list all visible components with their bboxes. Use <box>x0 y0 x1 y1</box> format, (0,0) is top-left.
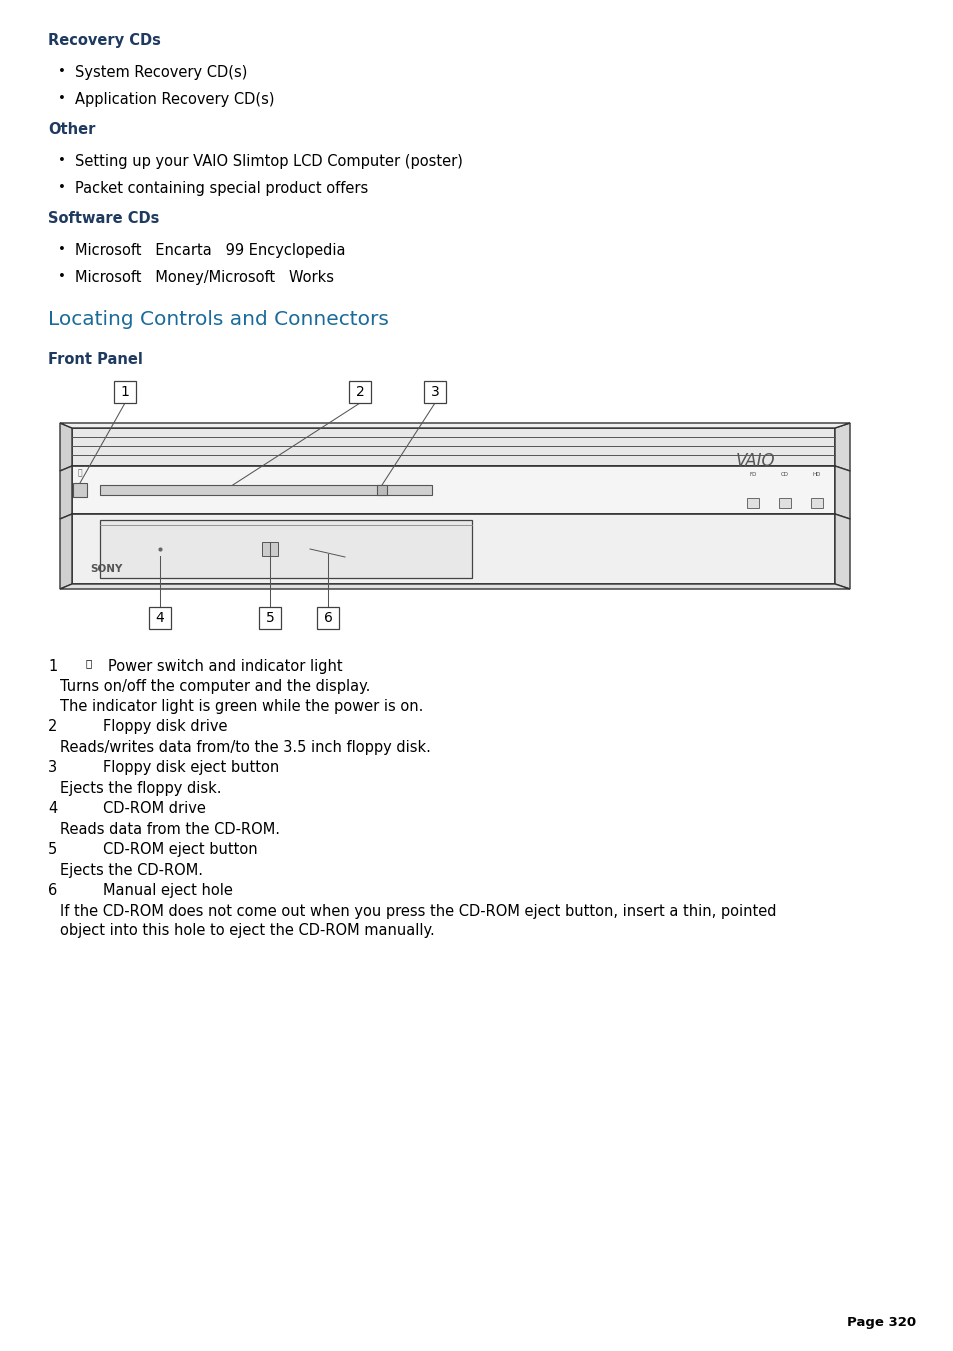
Text: Ejects the CD-ROM.: Ejects the CD-ROM. <box>60 863 203 878</box>
Text: •: • <box>58 154 66 168</box>
Text: Manual eject hole: Manual eject hole <box>103 884 233 898</box>
Bar <box>113 381 136 403</box>
Text: Reads data from the CD-ROM.: Reads data from the CD-ROM. <box>60 821 280 838</box>
Polygon shape <box>834 513 849 589</box>
Polygon shape <box>834 423 849 471</box>
Text: Floppy disk eject button: Floppy disk eject button <box>103 761 279 775</box>
Bar <box>100 520 472 578</box>
Text: Recovery CDs: Recovery CDs <box>48 32 161 49</box>
Text: 6: 6 <box>323 611 332 626</box>
Text: 1: 1 <box>120 385 130 399</box>
Text: Power switch and indicator light: Power switch and indicator light <box>108 659 342 674</box>
Text: •: • <box>58 65 66 78</box>
Text: Microsoft   Encarta   99 Encyclopedia: Microsoft Encarta 99 Encyclopedia <box>75 243 345 258</box>
Text: Microsoft   Money/Microsoft   Works: Microsoft Money/Microsoft Works <box>75 270 334 285</box>
Text: 1: 1 <box>48 659 57 674</box>
Text: Application Recovery CD(s): Application Recovery CD(s) <box>75 92 274 108</box>
Bar <box>779 499 790 508</box>
Bar <box>258 607 281 630</box>
Polygon shape <box>60 584 849 589</box>
Text: Ejects the floppy disk.: Ejects the floppy disk. <box>60 781 221 796</box>
Text: 5: 5 <box>265 611 274 626</box>
Text: Front Panel: Front Panel <box>48 353 143 367</box>
Text: 5: 5 <box>48 843 57 858</box>
Text: 3: 3 <box>430 385 439 399</box>
Text: System Recovery CD(s): System Recovery CD(s) <box>75 65 247 80</box>
Polygon shape <box>60 423 71 471</box>
Bar <box>746 499 759 508</box>
Bar <box>376 485 387 494</box>
Text: •: • <box>58 243 66 255</box>
Text: Reads/writes data from/to the 3.5 inch floppy disk.: Reads/writes data from/to the 3.5 inch f… <box>60 740 431 755</box>
Text: CD-ROM eject button: CD-ROM eject button <box>103 843 257 858</box>
Bar <box>810 499 822 508</box>
Text: Locating Controls and Connectors: Locating Controls and Connectors <box>48 309 389 330</box>
Bar <box>423 381 446 403</box>
Text: HD: HD <box>812 473 821 477</box>
Polygon shape <box>60 423 849 428</box>
Text: SONY: SONY <box>90 563 122 574</box>
Polygon shape <box>60 466 71 519</box>
Text: Setting up your VAIO Slimtop LCD Computer (poster): Setting up your VAIO Slimtop LCD Compute… <box>75 154 462 169</box>
Text: 3: 3 <box>48 761 57 775</box>
Text: FD: FD <box>748 473 756 477</box>
Bar <box>149 607 171 630</box>
Bar <box>71 428 834 466</box>
Text: CD: CD <box>781 473 788 477</box>
Text: CD-ROM drive: CD-ROM drive <box>103 801 206 816</box>
Text: ⏻: ⏻ <box>77 467 82 477</box>
Bar <box>71 513 834 584</box>
Text: Page 320: Page 320 <box>846 1316 915 1329</box>
Text: 4: 4 <box>155 611 164 626</box>
Bar <box>71 466 834 513</box>
Text: The indicator light is green while the power is on.: The indicator light is green while the p… <box>60 698 423 713</box>
Text: Floppy disk drive: Floppy disk drive <box>103 720 227 735</box>
Text: •: • <box>58 270 66 284</box>
Polygon shape <box>834 466 849 519</box>
Bar <box>262 542 277 557</box>
Text: If the CD-ROM does not come out when you press the CD-ROM eject button, insert a: If the CD-ROM does not come out when you… <box>60 904 776 919</box>
Text: 4: 4 <box>48 801 57 816</box>
Bar <box>316 607 338 630</box>
Polygon shape <box>60 513 71 589</box>
Text: 6: 6 <box>48 884 57 898</box>
Bar <box>100 485 432 494</box>
Bar <box>349 381 371 403</box>
Text: Other: Other <box>48 122 95 136</box>
Text: 2: 2 <box>355 385 364 399</box>
Text: ⏻: ⏻ <box>86 658 92 667</box>
Bar <box>73 484 87 497</box>
Text: •: • <box>58 92 66 105</box>
Text: Software CDs: Software CDs <box>48 211 159 226</box>
Text: object into this hole to eject the CD-ROM manually.: object into this hole to eject the CD-RO… <box>60 924 435 939</box>
Text: Turns on/off the computer and the display.: Turns on/off the computer and the displa… <box>60 680 370 694</box>
Text: 2: 2 <box>48 720 57 735</box>
Text: VAIO: VAIO <box>735 453 774 470</box>
Text: •: • <box>58 181 66 195</box>
Text: Packet containing special product offers: Packet containing special product offers <box>75 181 368 196</box>
